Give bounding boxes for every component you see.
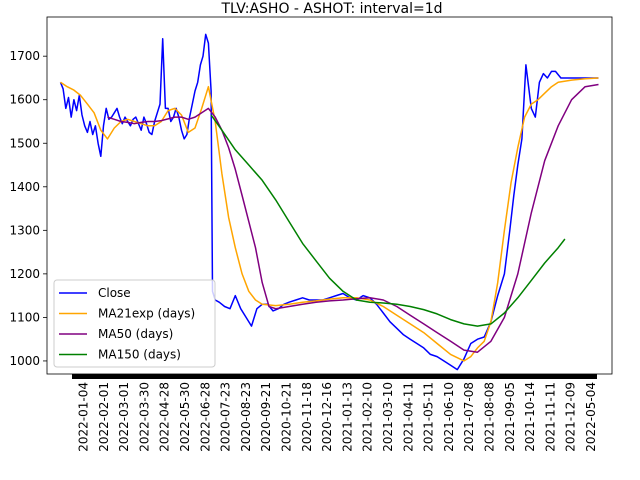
legend-label: MA50 (days): [98, 327, 173, 341]
x-axis: 2022-01-04 2022-02-01 2022-03-01 2022-03-30…: [72, 374, 598, 452]
x-tick-label: 2021-06-10: [442, 382, 456, 452]
x-tick-label: 2022-03-30: [137, 382, 151, 452]
y-axis: 1000 1100 1200 1300 1400 1500 1600 1700: [9, 49, 47, 368]
y-tick-label: 1000: [9, 354, 40, 368]
x-tick-label: 2020-08-23: [239, 382, 253, 452]
x-tick-label: 2020-10-21: [280, 382, 294, 452]
y-tick-label: 1400: [9, 180, 40, 194]
legend: Close MA21exp (days) MA50 (days) MA150 (day…: [54, 280, 215, 367]
legend-label: Close: [98, 286, 131, 300]
x-tick-label: 2022-06-28: [198, 382, 212, 452]
y-tick-label: 1500: [9, 136, 40, 150]
legend-label: MA150 (days): [98, 348, 181, 362]
y-tick-label: 1100: [9, 310, 40, 324]
x-tick-label: 2022-03-01: [117, 382, 131, 452]
x-tick-label: 2020-09-21: [259, 382, 273, 452]
y-tick-label: 1600: [9, 93, 40, 107]
x-tick-label: 2021-07-08: [462, 382, 476, 452]
x-tick-label: 2021-12-09: [564, 382, 578, 452]
x-tick-label: 2021-02-10: [361, 382, 375, 452]
x-tick-label: 2022-01-04: [77, 382, 91, 452]
x-tick-label: 2021-08-08: [483, 382, 497, 452]
x-tick-label: 2022-04-28: [158, 382, 172, 452]
x-tick-band: [72, 374, 597, 379]
y-tick-label: 1200: [9, 267, 40, 281]
chart-title: TLV:ASHO - ASHOT: interval=1d: [220, 1, 442, 17]
x-tick-label: 2022-05-04: [584, 382, 598, 452]
x-tick-label: 2021-09-05: [503, 382, 517, 452]
legend-label: MA21exp (days): [98, 307, 195, 321]
x-tick-label: 2020-12-16: [320, 382, 334, 452]
x-tick-label: 2021-01-13: [340, 382, 354, 452]
x-tick-label: 2021-10-14: [523, 382, 537, 452]
x-tick-label: 2021-05-11: [422, 382, 436, 452]
x-tick-label: 2022-02-01: [97, 382, 111, 452]
x-tick-label: 2021-04-11: [401, 382, 415, 452]
x-tick-label: 2021-11-11: [543, 382, 557, 452]
y-tick-label: 1700: [9, 49, 40, 63]
y-tick-label: 1300: [9, 223, 40, 237]
x-tick-label: 2022-05-30: [178, 382, 192, 452]
x-tick-label: 2021-03-10: [381, 382, 395, 452]
x-tick-label: 2020-11-18: [300, 382, 314, 452]
x-tick-label: 2020-07-23: [219, 382, 233, 452]
